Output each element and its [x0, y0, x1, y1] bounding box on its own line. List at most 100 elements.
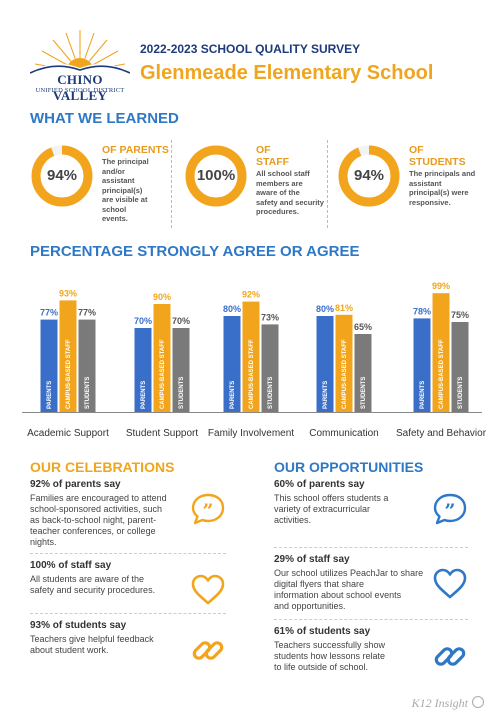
say-body-line: about student work.	[30, 645, 109, 655]
series-label: STUDENTS	[361, 377, 367, 409]
say-body-line: as back-to-school night, parent-	[30, 515, 157, 525]
say-body-line: nights.	[30, 537, 57, 547]
school-name: Glenmeade Elementary School	[140, 62, 434, 84]
chart-heading: PERCENTAGE STRONGLY AGREE OR AGREE	[30, 243, 360, 260]
quote-bubble-icon: ”	[433, 493, 467, 525]
item-divider	[274, 547, 468, 548]
say-body-line: activities.	[274, 515, 312, 525]
bar	[451, 322, 469, 412]
category-label: Safety and Behavior	[396, 428, 487, 439]
stat-description-line: principal(s) were	[409, 188, 469, 197]
say-body-line: teacher conferences, or college	[30, 526, 156, 536]
bar	[335, 314, 353, 412]
bar-value-label: 93%	[59, 288, 77, 298]
bar	[316, 316, 334, 412]
category-label: Student Support	[126, 428, 198, 439]
say-body-line: digital flyers that share	[274, 579, 365, 589]
bar	[153, 304, 171, 412]
stat-description-line: safety and security	[256, 197, 324, 207]
bar-value-label: 65%	[354, 322, 372, 332]
category-label: Communication	[309, 428, 378, 439]
heart-icon	[433, 568, 467, 599]
bar-value-label: 70%	[134, 316, 152, 326]
stat-description-line: assistant	[409, 178, 442, 188]
stat-ring	[338, 145, 400, 207]
sunburst-logo-icon	[29, 30, 131, 86]
series-label: CAMPUS-BASED STAFF	[66, 339, 72, 409]
series-label: CAMPUS-BASED STAFF	[249, 339, 255, 409]
bar-value-label: 92%	[242, 290, 260, 300]
series-label: CAMPUS-BASED STAFF	[439, 339, 445, 409]
say-heading: 100% of staff say	[30, 560, 112, 571]
say-heading: 92% of parents say	[30, 479, 121, 490]
stat-divider	[327, 140, 328, 228]
item-divider	[30, 613, 226, 614]
say-body-line: and opportunities.	[274, 601, 346, 611]
bar-chart: 77% PARENTS 93% CAMPUS-BASED STAFF 77% STUDEN…	[22, 281, 487, 439]
bar-value-label: 73%	[261, 312, 279, 322]
bar	[432, 293, 450, 412]
series-label: PARENTS	[323, 381, 329, 409]
stat-divider	[171, 140, 172, 228]
series-label: STUDENTS	[458, 377, 464, 409]
survey-title: 2022-2023 SCHOOL QUALITY SURVEY	[140, 42, 361, 56]
stat-group-line2: STAFF	[256, 156, 290, 168]
bar	[134, 328, 152, 412]
stat-description-line: principal(s)	[102, 185, 143, 195]
say-heading: 29% of staff say	[274, 554, 350, 565]
series-label: PARENTS	[230, 381, 236, 409]
item-divider	[30, 553, 226, 554]
say-heading: 93% of students say	[30, 620, 127, 631]
bar	[172, 328, 190, 412]
stat-percent: 100%	[196, 167, 236, 184]
say-body-line: to life outside of school.	[274, 662, 369, 672]
bar-value-label: 90%	[153, 292, 171, 302]
heart-icon	[191, 574, 225, 605]
stat-percent: 94%	[46, 167, 78, 184]
bar	[413, 318, 431, 412]
stat-description-line: responsive.	[409, 197, 451, 207]
svg-text:”: ”	[445, 500, 456, 522]
say-body-line: school-sponsored activities, such	[30, 504, 163, 514]
bar	[242, 301, 260, 412]
say-body-line: students how lessons relate	[274, 651, 386, 661]
stat-group-line1: OF	[409, 144, 424, 156]
bar-value-label: 77%	[78, 308, 96, 318]
opportunities-heading: OUR OPPORTUNITIES	[274, 459, 424, 475]
stat-description-line: members are	[256, 178, 303, 188]
stat-description-line: All school staff	[256, 169, 310, 178]
what-we-learned-heading: WHAT WE LEARNED	[30, 110, 179, 127]
say-heading: 60% of parents say	[274, 479, 365, 490]
stat-description-line: and/or	[102, 166, 125, 176]
bar-value-label: 80%	[223, 304, 241, 314]
series-label: PARENTS	[141, 381, 147, 409]
say-body-line: safety and security procedures.	[30, 585, 156, 595]
stat-description-line: The principal	[102, 157, 149, 166]
series-label: PARENTS	[420, 381, 426, 409]
stat-description-line: events.	[102, 214, 128, 223]
stat-ring	[185, 145, 247, 207]
say-body-line: variety of extracurricular	[274, 504, 371, 514]
series-label: STUDENTS	[268, 377, 274, 409]
say-body-line: This school offers students a	[274, 493, 389, 503]
chain-link-icon	[434, 647, 466, 666]
celebrations-heading: OUR CELEBRATIONS	[30, 459, 175, 475]
bar-value-label: 77%	[40, 308, 58, 318]
district-logo	[29, 28, 131, 98]
stat-ring	[31, 145, 93, 207]
series-label: CAMPUS-BASED STAFF	[160, 339, 166, 409]
say-body-line: Families are encouraged to attend	[30, 493, 167, 503]
say-body-line: Teachers give helpful feedback	[30, 634, 154, 644]
stat-description-line: school	[102, 204, 127, 214]
bar-value-label: 81%	[335, 303, 353, 313]
say-heading: 61% of students say	[274, 626, 371, 637]
series-label: PARENTS	[47, 381, 53, 409]
chain-link-icon	[192, 641, 224, 660]
say-body-line: information about school events	[274, 590, 402, 600]
quote-bubble-icon: ”	[191, 493, 225, 525]
logo-subtitle: UNIFIED SCHOOL DISTRICT	[35, 87, 125, 94]
bar-value-label: 78%	[413, 306, 431, 316]
stat-group-line2: STUDENTS	[409, 156, 466, 168]
bar	[223, 316, 241, 412]
bar	[354, 334, 372, 412]
